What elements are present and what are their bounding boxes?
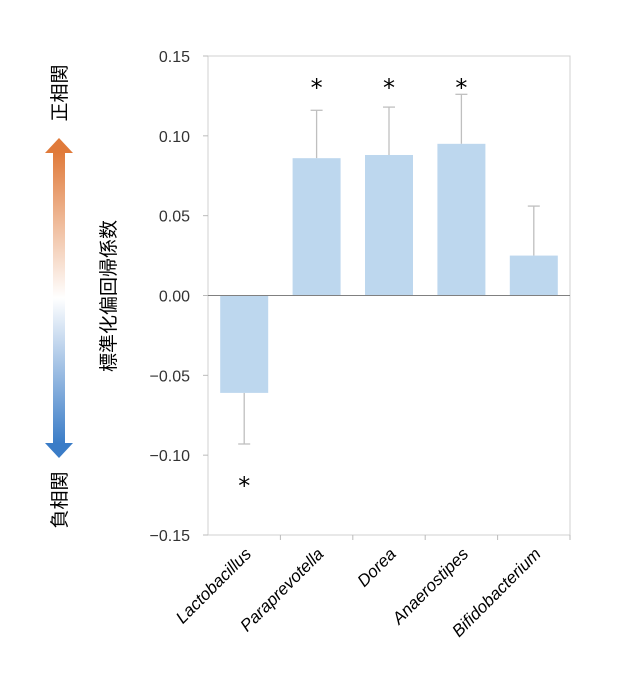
arrow-up-head: [45, 138, 73, 153]
arrow-shaft: [53, 152, 65, 444]
significance-marker: *: [311, 74, 323, 102]
bar: [365, 154, 413, 296]
y-tick-label: 0.15: [159, 49, 190, 66]
y-tick-label: 0.10: [159, 129, 190, 146]
bar: [509, 255, 558, 296]
y-tick-label: −0.05: [150, 368, 191, 385]
significance-marker: *: [383, 74, 395, 102]
arrow-down-head: [45, 443, 73, 458]
negative-correlation-label: 負相関: [49, 471, 71, 528]
y-tick-label: −0.15: [150, 528, 191, 545]
significance-marker: *: [238, 472, 250, 500]
y-tick-label: −0.10: [150, 448, 191, 465]
y-axis-label: 標準化偏回帰係数: [98, 220, 120, 372]
positive-correlation-label: 正相関: [49, 64, 71, 121]
significance-marker: *: [455, 74, 467, 102]
y-tick-label: 0.00: [159, 289, 190, 306]
bar: [437, 143, 486, 296]
bar: [292, 158, 341, 296]
y-tick-label: 0.05: [159, 209, 190, 226]
bar: [220, 295, 269, 393]
correlation-arrow: [45, 138, 73, 458]
x-tick-label: Dorea: [354, 544, 400, 590]
